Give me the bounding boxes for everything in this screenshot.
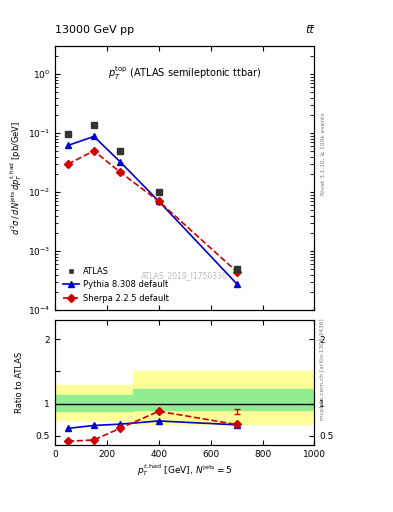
Text: tt̅: tt̅ [306,25,314,35]
Text: $p_T^{\rm top}$ (ATLAS semileptonic ttbar): $p_T^{\rm top}$ (ATLAS semileptonic ttba… [108,65,261,82]
Y-axis label: $d^2\sigma\,/\,dN^{\rm jets}\,dp_T^{t,\rm had}$ [pb/GeV]: $d^2\sigma\,/\,dN^{\rm jets}\,dp_T^{t,\r… [8,121,24,235]
Text: mcplots.cern.ch [arXiv:1306.3436]: mcplots.cern.ch [arXiv:1306.3436] [320,318,325,419]
Y-axis label: Ratio to ATLAS: Ratio to ATLAS [15,352,24,413]
Legend: ATLAS, Pythia 8.308 default, Sherpa 2.2.5 default: ATLAS, Pythia 8.308 default, Sherpa 2.2.… [59,264,173,306]
Text: ATLAS_2019_I1750330: ATLAS_2019_I1750330 [141,271,228,280]
Text: 13000 GeV pp: 13000 GeV pp [55,25,134,35]
Text: Rivet 3.1.10, ≥ 100k events: Rivet 3.1.10, ≥ 100k events [320,112,325,195]
X-axis label: $p_T^{t,\rm had}$ [GeV], $N^{\rm jets} = 5$: $p_T^{t,\rm had}$ [GeV], $N^{\rm jets} =… [137,462,232,478]
